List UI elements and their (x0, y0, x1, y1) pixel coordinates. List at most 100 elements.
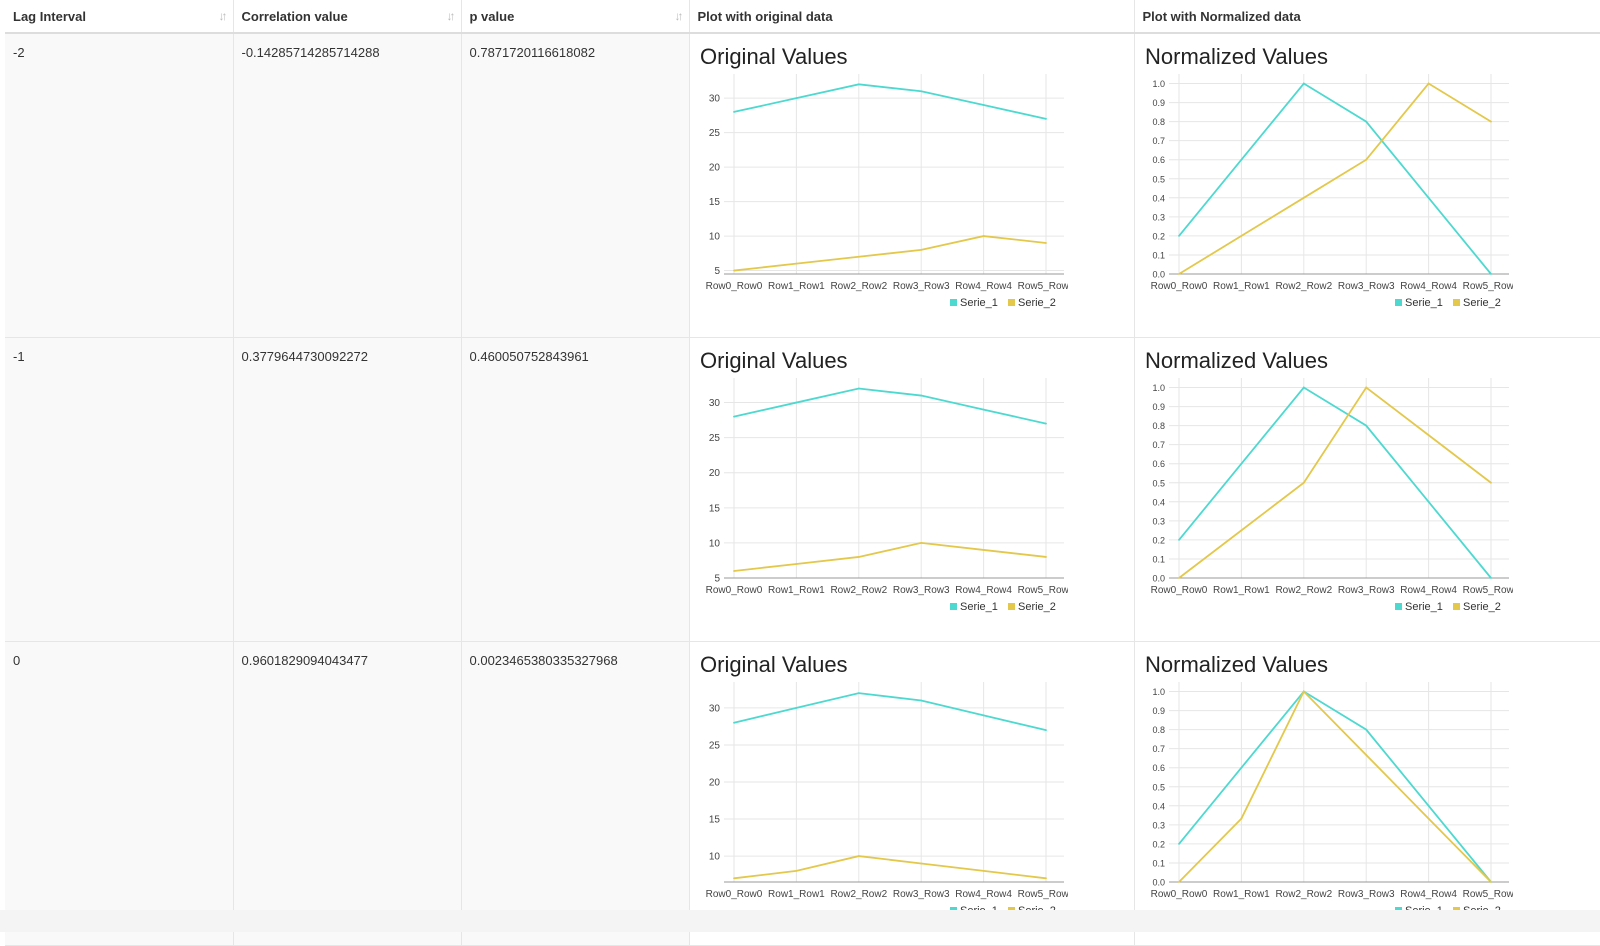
legend-swatch (1394, 603, 1402, 610)
lag-interval-cell: -1 (5, 337, 234, 642)
x-tick-label: Row0_Row0 (1150, 585, 1207, 596)
y-tick-label: 20 (708, 163, 720, 174)
column-header-correlation-value[interactable]: Correlation value ↓↑ (233, 0, 462, 34)
legend-swatch (1452, 299, 1460, 306)
sort-arrows-icon[interactable]: ↓↑ (218, 9, 228, 23)
column-header-label: Lag Interval (13, 8, 86, 24)
line-chart-svg: Normalized Values 0.0 0.1 0.2 0.3 0.4 0.5 0.6 0.… (1145, 348, 1513, 613)
legend-swatch (1452, 603, 1460, 610)
data-point (732, 269, 735, 272)
data-point (1240, 462, 1242, 465)
x-tick-label: Row4_Row4 (1400, 889, 1457, 900)
legend-label: Serie_2 (1463, 601, 1501, 613)
data-point (1364, 158, 1367, 161)
x-tick-label: Row0_Row0 (705, 281, 762, 292)
y-tick-label: 0.6 (1152, 459, 1165, 469)
chart-title: Normalized Values (1145, 348, 1328, 373)
p-value-cell: 0.460050752843961 (461, 337, 690, 642)
column-header-plot-original: Plot with original data (689, 0, 1135, 34)
data-point (1364, 424, 1367, 427)
series-line-1 (733, 692, 1046, 732)
correlation-value-cell: -0.14285714285714288 (233, 33, 462, 338)
x-tick-label: Row3_Row3 (1337, 889, 1394, 900)
data-point (1364, 754, 1367, 756)
y-tick-label: 0.7 (1152, 136, 1165, 146)
x-tick-label: Row5_Row5 (1462, 585, 1512, 596)
data-point (919, 542, 922, 544)
y-tick-label: 0.2 (1152, 839, 1165, 849)
x-tick-label: Row5_Row5 (1017, 281, 1067, 292)
column-header-lag-interval[interactable]: Lag Interval ↓↑ (5, 0, 234, 34)
y-tick-label: 0.1 (1152, 554, 1165, 564)
x-tick-label: Row4_Row4 (1400, 281, 1457, 292)
y-tick-label: 0.0 (1152, 270, 1165, 280)
legend-label: Serie_1 (960, 601, 998, 613)
data-point (1489, 881, 1492, 883)
data-point (1177, 273, 1180, 275)
data-point (857, 556, 860, 558)
x-tick-label: Row3_Row3 (892, 585, 949, 596)
normalized-values-chart: Normalized Values 0.0 0.1 0.2 0.3 0.4 0.5 0.6 0.… (1142, 346, 1513, 626)
data-point (1240, 766, 1242, 769)
data-point (732, 877, 735, 880)
x-tick-label: Row1_Row1 (768, 281, 825, 292)
column-header-label: Correlation value (241, 8, 348, 24)
legend-swatch (1007, 299, 1015, 306)
data-point (795, 869, 797, 872)
data-point (919, 248, 922, 251)
column-header-label: Plot with Normalized data (1142, 8, 1301, 24)
legend-label: Serie_2 (1018, 297, 1056, 309)
data-point (982, 549, 984, 551)
horizontal-scrollbar[interactable] (0, 910, 1600, 932)
data-point (795, 262, 797, 265)
data-point (982, 235, 984, 237)
y-tick-label: 25 (708, 740, 720, 751)
sort-arrows-icon[interactable]: ↓↑ (446, 9, 456, 23)
original-values-chart: Original Values 5 10 15 20 25 30 Row0_Row0 Row1_… (697, 346, 1068, 626)
y-tick-label: 0.9 (1152, 706, 1165, 716)
series-line-2 (1178, 82, 1491, 275)
line-chart-svg: Original Values 5 10 15 20 25 30 Row0_Row0 Row1_… (700, 44, 1068, 309)
data-point (1364, 386, 1367, 389)
data-point (1240, 158, 1242, 161)
data-point (1302, 196, 1305, 199)
data-point (857, 692, 860, 695)
p-value-cell: 0.7871720116618082 (461, 33, 690, 338)
y-tick-label: 25 (708, 128, 720, 139)
y-tick-label: 0.3 (1152, 516, 1165, 526)
data-point (732, 570, 735, 572)
y-tick-label: 0.5 (1152, 174, 1165, 184)
line-chart-svg: Original Values 5 10 15 20 25 30 Row0_Row0 Row1_… (700, 348, 1068, 613)
original-values-chart: Original Values 5 10 15 20 25 30 Row0_Row0 Row1_… (697, 42, 1068, 322)
y-tick-label: 15 (708, 503, 720, 514)
x-tick-label: Row4_Row4 (955, 281, 1012, 292)
data-point (919, 394, 922, 397)
lag-interval-cell: -2 (5, 33, 234, 338)
data-point (1177, 881, 1180, 883)
x-tick-label: Row1_Row1 (1213, 585, 1270, 596)
column-header-p-value[interactable]: p value ↓↑ (461, 0, 690, 34)
line-chart-svg: Normalized Values 0.0 0.1 0.2 0.3 0.4 0.5 0.6 0.… (1145, 652, 1513, 917)
sort-arrows-icon[interactable]: ↓↑ (674, 9, 684, 23)
data-point (1044, 729, 1047, 732)
data-point (1044, 877, 1047, 880)
data-point (982, 104, 984, 106)
table-header-row: Lag Interval ↓↑ Correlation value ↓↑ p v… (5, 0, 1600, 34)
correlation-value-cell: 0.3779644730092272 (233, 337, 462, 642)
y-tick-label: 0.1 (1152, 250, 1165, 260)
x-tick-label: Row3_Row3 (892, 889, 949, 900)
y-tick-label: 30 (708, 703, 720, 714)
plot-original-cell: Original Values 10 15 20 25 30 Row0_Row0 Row1_R… (689, 641, 1135, 946)
data-point (1364, 728, 1367, 731)
legend-swatch (1394, 299, 1402, 306)
column-header-plot-normalized: Plot with Normalized data (1134, 0, 1600, 34)
series-line-2 (733, 542, 1046, 572)
y-tick-label: 0.0 (1152, 574, 1165, 584)
table-row: -1 0.3779644730092272 0.460050752843961 … (5, 337, 1600, 642)
x-tick-label: Row3_Row3 (892, 281, 949, 292)
y-tick-label: 5 (714, 266, 720, 277)
series-line-1 (733, 83, 1046, 120)
chart-title: Original Values (700, 652, 848, 677)
data-point (732, 415, 735, 418)
y-tick-label: 25 (708, 433, 720, 444)
